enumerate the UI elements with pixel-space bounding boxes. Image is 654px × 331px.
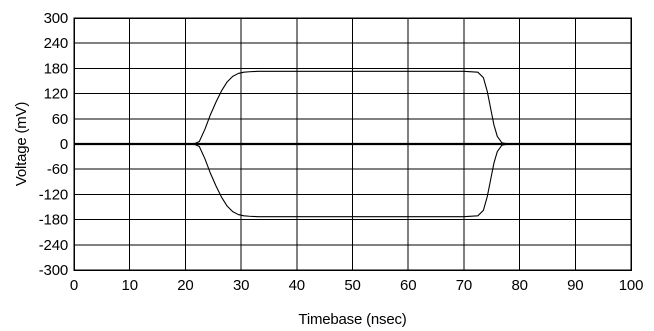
x-tick-label-0: 0 [70, 277, 78, 294]
y-tick-label-3: 120 [44, 86, 68, 103]
x-tick-label-6: 60 [400, 277, 416, 294]
y-tick-labels: 300 240 180 120 60 0 -60 -120 -180 -240 -300 [39, 10, 68, 279]
y-tick-label-0: 300 [44, 10, 68, 27]
x-tick-label-1: 10 [122, 277, 138, 294]
x-axis-title: Timebase (nsec) [298, 311, 406, 328]
x-tick-labels: 0 10 20 30 40 50 60 70 80 90 100 [70, 277, 643, 294]
series-line-0 [74, 70, 631, 145]
x-tick-label-5: 50 [344, 277, 360, 294]
y-tick-label-9: -240 [39, 237, 68, 254]
x-tick-label-3: 30 [233, 277, 249, 294]
x-tick-label-4: 40 [289, 277, 305, 294]
x-tick-label-10: 100 [619, 277, 643, 294]
grid-layer [73, 17, 632, 271]
x-tick-label-9: 90 [567, 277, 583, 294]
y-tick-label-7: -120 [39, 186, 68, 203]
x-tick-label-8: 80 [511, 277, 527, 294]
series-layer [74, 70, 631, 218]
y-tick-label-4: 60 [52, 111, 68, 128]
y-tick-label-8: -180 [39, 212, 68, 229]
y-tick-label-10: -300 [39, 262, 68, 279]
y-tick-label-6: -60 [47, 161, 68, 178]
y-tick-label-2: 180 [44, 60, 68, 77]
y-axis-title: Voltage (mV) [13, 102, 30, 187]
y-tick-label-1: 240 [44, 35, 68, 52]
x-tick-label-7: 70 [456, 277, 472, 294]
series-line-1 [74, 143, 631, 218]
y-tick-label-5: 0 [60, 136, 68, 153]
x-tick-label-2: 20 [177, 277, 193, 294]
